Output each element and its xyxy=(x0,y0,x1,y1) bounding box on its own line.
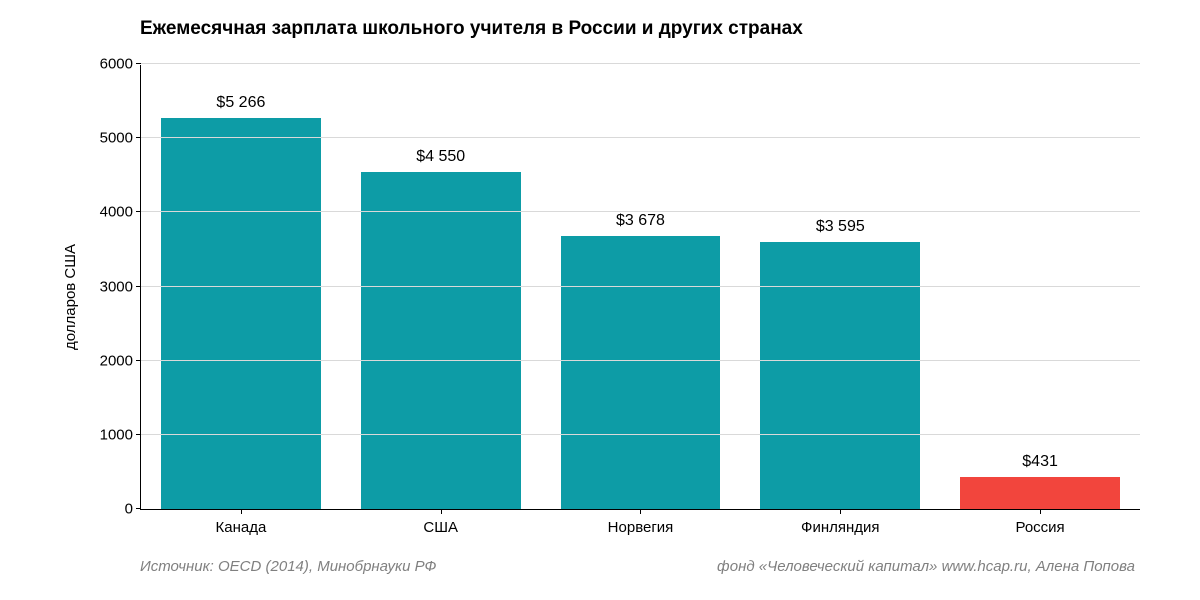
chart-title: Ежемесячная зарплата школьного учителя в… xyxy=(140,18,803,40)
bar-slot: $431Россия xyxy=(940,65,1140,509)
y-tick-label: 4000 xyxy=(100,204,141,221)
x-tick-label: Норвегия xyxy=(541,509,741,536)
plot-area: $5 266Канада$4 550США$3 678Норвегия$3 59… xyxy=(140,65,1140,510)
grid-line xyxy=(141,286,1140,287)
bar-slot: $4 550США xyxy=(341,65,541,509)
y-tick-label: 2000 xyxy=(100,352,141,369)
grid-line xyxy=(141,434,1140,435)
source-footer: Источник: OECD (2014), Минобрнауки РФ xyxy=(140,558,436,575)
y-tick-label: 1000 xyxy=(100,426,141,443)
bar-value-label: $3 678 xyxy=(616,212,665,230)
salary-bar-chart: Ежемесячная зарплата школьного учителя в… xyxy=(0,0,1200,600)
credit-footer: фонд «Человеческий капитал» www.hcap.ru,… xyxy=(717,558,1135,575)
grid-line xyxy=(141,63,1140,64)
x-tick-label: Финляндия xyxy=(740,509,940,536)
bar-slot: $3 678Норвегия xyxy=(541,65,741,509)
grid-line xyxy=(141,137,1140,138)
bar-value-label: $3 595 xyxy=(816,218,865,236)
grid-line xyxy=(141,360,1140,361)
bar-value-label: $431 xyxy=(1022,453,1058,471)
x-tick-label: США xyxy=(341,509,541,536)
y-tick-label: 3000 xyxy=(100,278,141,295)
bar xyxy=(960,477,1120,509)
bar xyxy=(361,172,521,509)
bar-value-label: $4 550 xyxy=(416,148,465,166)
bar xyxy=(561,236,721,509)
x-tick-label: Россия xyxy=(940,509,1140,536)
bar-slot: $3 595Финляндия xyxy=(740,65,940,509)
bar xyxy=(161,118,321,509)
y-tick-label: 0 xyxy=(125,501,141,518)
y-tick-label: 5000 xyxy=(100,130,141,147)
bars-container: $5 266Канада$4 550США$3 678Норвегия$3 59… xyxy=(141,65,1140,509)
bar-slot: $5 266Канада xyxy=(141,65,341,509)
bar-value-label: $5 266 xyxy=(216,94,265,112)
grid-line xyxy=(141,211,1140,212)
bar xyxy=(760,242,920,509)
y-tick-label: 6000 xyxy=(100,56,141,73)
y-axis-label: долларов США xyxy=(62,244,79,350)
x-tick-label: Канада xyxy=(141,509,341,536)
